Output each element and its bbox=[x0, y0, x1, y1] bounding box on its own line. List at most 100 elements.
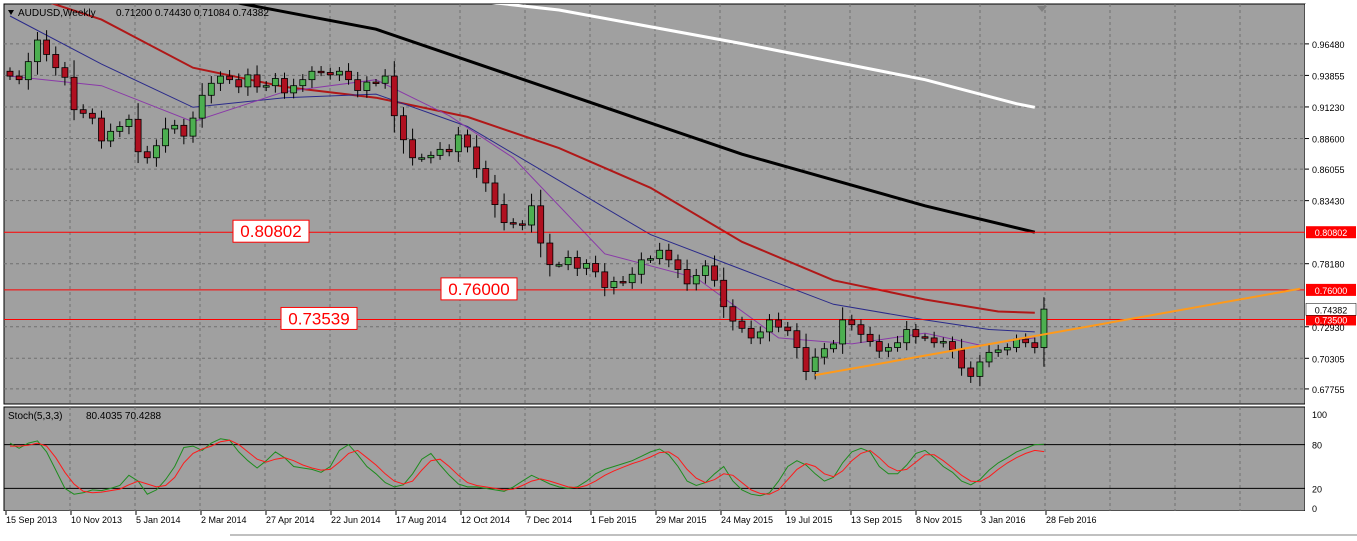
candle-body bbox=[473, 146, 481, 169]
candle-body bbox=[34, 39, 41, 63]
stoch-values: 80.4035 70.4288 bbox=[86, 411, 162, 422]
candle-body bbox=[766, 319, 773, 333]
candlesticks bbox=[6, 30, 1048, 387]
candle-body bbox=[839, 319, 847, 345]
candle-body bbox=[637, 259, 645, 275]
time-tick-label: 3 Jan 2016 bbox=[981, 515, 1026, 525]
candle-body bbox=[546, 242, 554, 266]
candle-body bbox=[345, 70, 352, 81]
candle-body bbox=[335, 70, 343, 76]
candle-body bbox=[857, 324, 865, 335]
time-tick-label: 8 Nov 2015 bbox=[916, 515, 962, 525]
collapse-triangle-icon[interactable] bbox=[8, 10, 14, 15]
time-tick-label: 1 Feb 2015 bbox=[591, 515, 637, 525]
candle-body bbox=[912, 329, 920, 338]
candle-body bbox=[217, 75, 224, 84]
stoch-tick-label: 80 bbox=[1312, 441, 1322, 451]
price-tick-label: 0.91230 bbox=[1312, 103, 1345, 113]
stochastic-pane[interactable] bbox=[3, 406, 1306, 512]
candle-body bbox=[537, 205, 545, 244]
candle-body bbox=[6, 70, 14, 77]
candle-body bbox=[171, 124, 179, 130]
horizontal-levels: 0.80802 0.80802 0.76000 0.76000 0.73539 0.735… bbox=[4, 219, 1356, 330]
candle-body bbox=[244, 74, 252, 88]
candle-body bbox=[79, 109, 87, 114]
candle-body bbox=[281, 78, 288, 94]
candle-body bbox=[656, 249, 664, 260]
candle-body bbox=[464, 134, 471, 148]
trendline bbox=[815, 287, 1301, 377]
candle-body bbox=[848, 319, 856, 326]
time-tick-label: 24 May 2015 bbox=[721, 515, 773, 525]
price-tick-label: 0.83430 bbox=[1312, 197, 1345, 207]
price-tick-label: 0.86055 bbox=[1312, 165, 1345, 175]
ohlc-values: 0.71200 0.74430 0.71084 0.74382 bbox=[116, 8, 269, 19]
moving-average-line bbox=[50, 4, 1035, 314]
candle-body bbox=[454, 134, 462, 153]
level-label: 0.80802 bbox=[240, 222, 301, 241]
candle-body bbox=[1031, 342, 1039, 348]
candle-body bbox=[1022, 338, 1030, 344]
candle-body bbox=[418, 157, 426, 160]
level-scale-label: 0.76000 bbox=[1315, 286, 1348, 296]
price-tick-label: 0.70305 bbox=[1312, 354, 1345, 364]
stoch-main-line bbox=[9, 438, 1045, 497]
candle-body bbox=[674, 259, 682, 270]
candle-body bbox=[400, 115, 407, 141]
candle-body bbox=[683, 269, 691, 285]
candle-body bbox=[262, 85, 270, 88]
candle-body bbox=[134, 118, 142, 153]
candle-body bbox=[107, 130, 115, 142]
candle-body bbox=[235, 79, 243, 88]
candle-body bbox=[583, 263, 590, 269]
candle-body bbox=[308, 70, 316, 81]
stoch-signal-line bbox=[10, 439, 1045, 495]
candle-body bbox=[436, 148, 444, 156]
time-tick-label: 22 Jun 2014 bbox=[331, 515, 381, 525]
candle-body bbox=[601, 271, 609, 288]
candle-body bbox=[116, 126, 124, 132]
candle-body bbox=[152, 145, 160, 159]
candle-body bbox=[326, 72, 334, 76]
moving-average-line bbox=[235, 4, 1036, 234]
candle-body bbox=[802, 347, 810, 372]
time-tick-label: 12 Oct 2014 bbox=[461, 515, 510, 525]
candle-body bbox=[793, 330, 801, 348]
candle-body bbox=[866, 333, 874, 342]
candle-body bbox=[381, 75, 389, 84]
time-tick-label: 2 Mar 2014 bbox=[201, 515, 247, 525]
candle-body bbox=[482, 168, 490, 184]
time-tick-label: 15 Sep 2013 bbox=[6, 515, 57, 525]
candle-body bbox=[985, 351, 993, 363]
candle-body bbox=[738, 320, 746, 329]
level-scale-tag bbox=[1306, 226, 1356, 239]
candle-body bbox=[573, 257, 581, 269]
time-tick-label: 7 Dec 2014 bbox=[526, 515, 572, 525]
candle-body bbox=[88, 112, 96, 119]
level-label-box bbox=[232, 219, 310, 243]
candle-body bbox=[784, 326, 792, 332]
time-tick-label: 10 Nov 2013 bbox=[71, 515, 122, 525]
candle-body bbox=[52, 54, 60, 69]
level-label: 0.76000 bbox=[448, 280, 509, 299]
candle-body bbox=[756, 331, 764, 339]
candle-body bbox=[692, 275, 700, 285]
candle-body bbox=[24, 61, 32, 81]
time-tick-label: 28 Feb 2016 bbox=[1046, 515, 1097, 525]
stoch-tick-label: 20 bbox=[1312, 484, 1322, 494]
candle-body bbox=[363, 81, 371, 91]
candle-body bbox=[180, 124, 188, 137]
candle-body bbox=[628, 273, 636, 284]
chart-shift-marker-icon[interactable] bbox=[1037, 6, 1047, 12]
candle-body bbox=[1003, 347, 1011, 351]
candle-body bbox=[921, 336, 929, 339]
candle-body bbox=[372, 81, 380, 84]
symbol-title: AUDUSD,Weekly bbox=[18, 8, 96, 19]
stochastic-lines bbox=[9, 438, 1045, 497]
time-tick-label: 19 Jul 2015 bbox=[786, 515, 833, 525]
candle-body bbox=[207, 82, 215, 96]
price-axis-labels: 0.96480 0.93855 0.91230 0.88600 0.86055 0.834… bbox=[1305, 40, 1357, 514]
candle-body bbox=[665, 249, 673, 261]
